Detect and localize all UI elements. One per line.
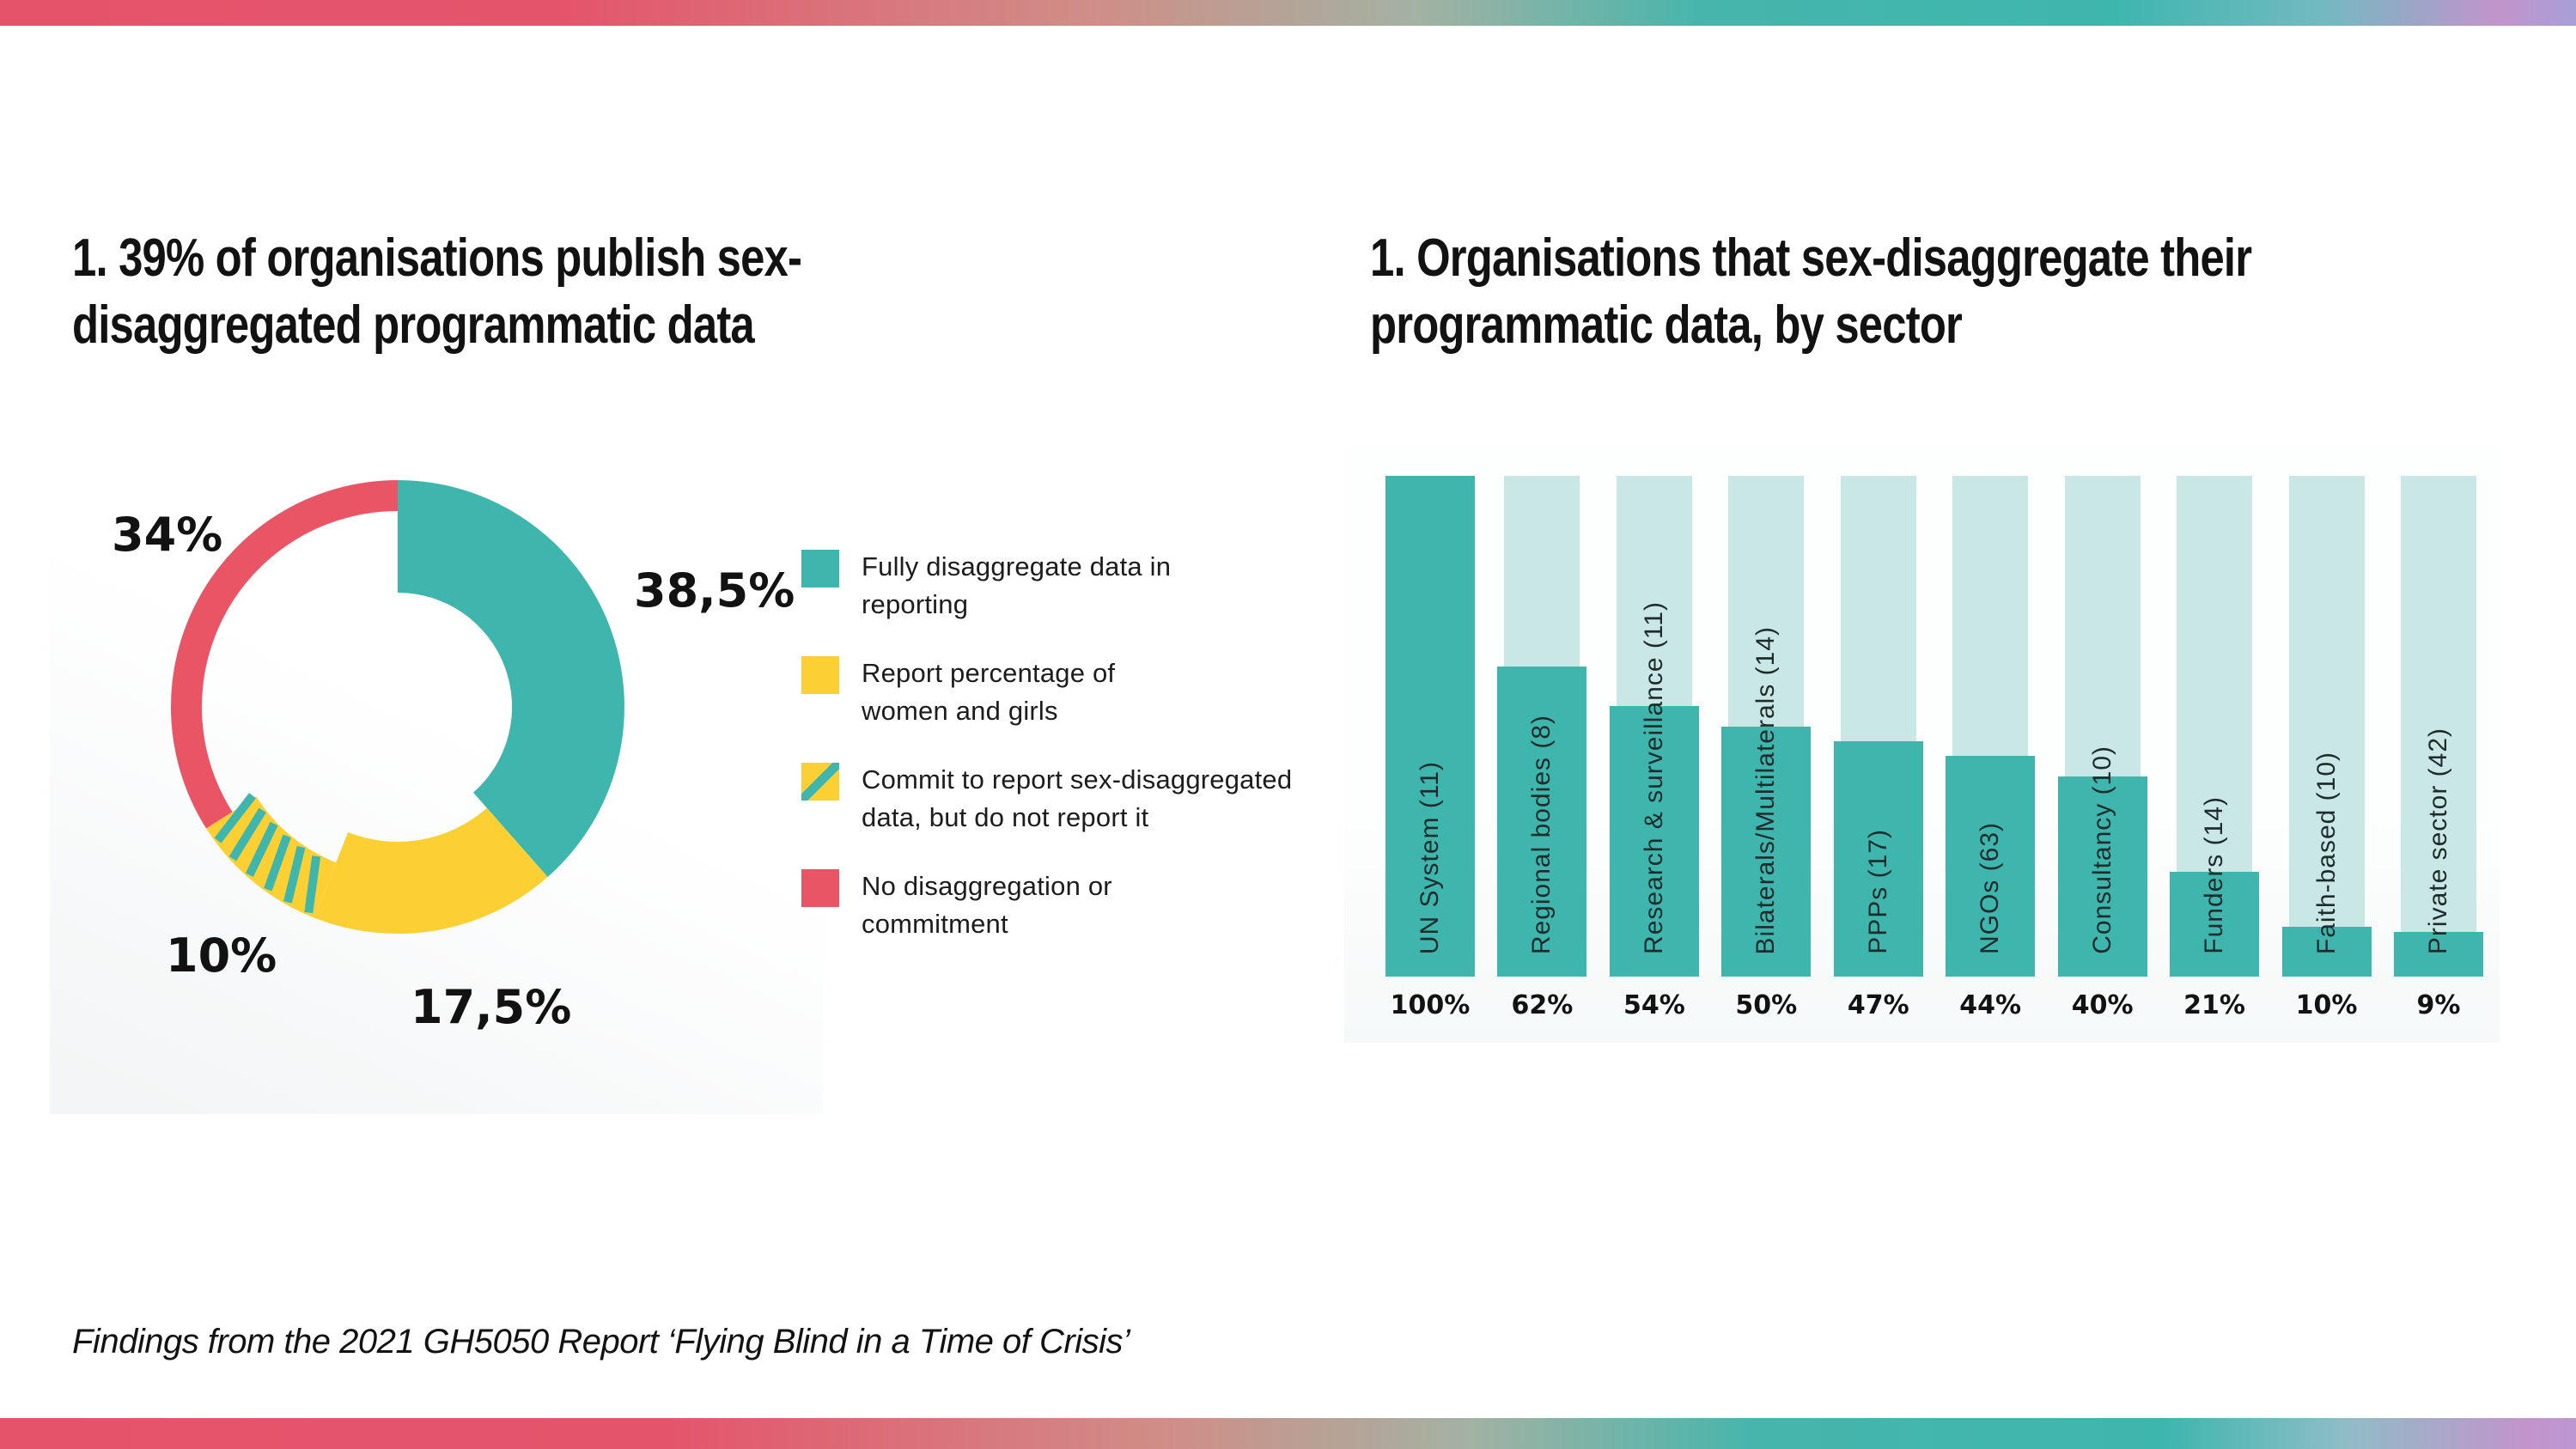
donut-title-line-2: disaggregated programmatic data — [72, 295, 755, 355]
bar-area: Bilaterals/Multilaterals (14) — [1721, 476, 1812, 977]
donut-slice — [170, 480, 399, 829]
bar-area: Faith-based (10) — [2281, 476, 2372, 977]
bar-category-label: PPPs (17) — [1863, 829, 1892, 954]
bar-column: Faith-based (10) 10% — [2281, 476, 2372, 1043]
bar-column: Research & surveillance (11) 54% — [1609, 476, 1699, 1043]
bar-area: Consultancy (10) — [2057, 476, 2147, 977]
legend-label-line: Fully disaggregate data in — [862, 551, 1172, 581]
bar-area: Regional bodies (8) — [1497, 476, 1587, 977]
bar-category-label: NGOs (63) — [1976, 821, 2005, 954]
donut-value-label-commit: 10% — [166, 928, 277, 983]
bar-column: Funders (14) 21% — [2170, 476, 2260, 1043]
donut-slice-stripe — [264, 834, 291, 892]
bar-value-label: 62% — [1511, 990, 1574, 1020]
legend-label-line: Report percentage of — [862, 658, 1116, 689]
bar-value-label: 10% — [2295, 990, 2358, 1020]
bar-value-label: 47% — [1847, 990, 1909, 1020]
bar-fill — [1833, 741, 1923, 977]
legend-label: No disaggregation or commitment — [862, 868, 1112, 943]
bar-chart: UN System (11) 100% Regional bodies (8) 62%… — [1385, 476, 2483, 1043]
bar-area: UN System (11) — [1385, 476, 1475, 977]
bar-value-label: 21% — [2183, 990, 2245, 1020]
legend-item: Report percentage of women and girls — [801, 654, 1292, 730]
bar-category-label: Private sector (42) — [2423, 727, 2452, 954]
bar-track — [2400, 476, 2476, 977]
legend-item: No disaggregation or commitment — [801, 868, 1292, 943]
legend-label: Report percentage of women and girls — [862, 654, 1115, 730]
donut-value-label-fully-disaggregate: 38,5% — [634, 563, 795, 618]
legend-label-line: commitment — [862, 909, 1008, 940]
legend-label-line: Commit to report sex-disaggregated — [862, 764, 1293, 795]
bar-area: PPPs (17) — [1833, 476, 1923, 977]
bar-value-label: 9% — [2416, 990, 2461, 1020]
legend-swatch — [801, 550, 839, 588]
bar-column: Regional bodies (8) 62% — [1497, 476, 1587, 1043]
bar-title-line-2: programmatic data, by sector — [1370, 295, 1963, 355]
bar-column: Private sector (42) 9% — [2393, 476, 2483, 1043]
bar-area: Private sector (42) — [2393, 476, 2483, 977]
donut-title-line-1: 1. 39% of organisations publish sex- — [72, 228, 802, 288]
bar-value-label: 100% — [1390, 990, 1471, 1020]
legend-item: Fully disaggregate data in reporting — [801, 548, 1292, 624]
bar-category-label: Research & surveillance (11) — [1639, 601, 1668, 954]
legend-label: Commit to report sex-disaggregated data, … — [862, 761, 1292, 837]
bar-fill — [1721, 726, 1812, 977]
donut-slice-stripe — [283, 845, 306, 904]
bar-value-label: 54% — [1623, 990, 1685, 1020]
bar-fill — [2281, 926, 2372, 977]
donut-slice-stripe — [214, 793, 256, 843]
bar-category-label: Faith-based (10) — [2311, 751, 2341, 954]
donut-value-label-no-disaggregation: 34% — [112, 508, 223, 562]
legend-label-line: women and girls — [862, 696, 1058, 727]
bar-column: Consultancy (10) 40% — [2057, 476, 2147, 1043]
bar-fill — [1497, 666, 1587, 977]
top-gradient-strip — [0, 0, 2576, 26]
bar-column: PPPs (17) 47% — [1833, 476, 1923, 1043]
bar-fill — [2057, 776, 2147, 977]
legend-label-line: data, but do not report it — [862, 802, 1149, 833]
donut-value-label-report-percentage: 17,5% — [411, 980, 572, 1034]
donut-slice — [206, 796, 337, 918]
legend-swatch — [801, 763, 839, 801]
donut-slice — [314, 807, 548, 935]
bar-fill — [1946, 756, 2036, 977]
bar-category-label: UN System (11) — [1416, 760, 1444, 954]
legend-item: Commit to report sex-disaggregated data, … — [801, 761, 1292, 837]
bar-fill — [1609, 706, 1699, 977]
bar-area: NGOs (63) — [1946, 476, 2036, 977]
legend-label: Fully disaggregate data in reporting — [862, 548, 1171, 624]
bar-category-label: Bilaterals/Multilaterals (14) — [1751, 625, 1781, 954]
bar-category-label: Funders (14) — [2200, 796, 2229, 954]
bar-fill — [2393, 931, 2483, 977]
bar-column: UN System (11) 100% — [1385, 476, 1475, 1043]
bar-fill — [1385, 476, 1475, 977]
bar-track — [2288, 476, 2365, 977]
source-note: Findings from the 2021 GH5050 Report ‘Fl… — [72, 1323, 1130, 1361]
bar-chart-title: 1. Organisations that sex-disaggregate t… — [1370, 225, 2252, 358]
donut-slice-stripe — [228, 807, 266, 861]
bar-value-label: 44% — [1959, 990, 2022, 1020]
legend-swatch — [801, 656, 839, 695]
donut-slice — [398, 480, 624, 877]
bar-value-label: 40% — [2071, 990, 2134, 1020]
bar-value-label: 50% — [1735, 990, 1798, 1020]
donut-slice-stripe — [304, 855, 321, 914]
bar-area: Research & surveillance (11) — [1609, 476, 1699, 977]
bar-column: NGOs (63) 44% — [1946, 476, 2036, 1043]
bar-title-line-1: 1. Organisations that sex-disaggregate t… — [1370, 228, 2252, 288]
legend-swatch — [801, 869, 839, 908]
bar-column: Bilaterals/Multilaterals (14) 50% — [1721, 476, 1812, 1043]
donut-chart — [170, 480, 624, 935]
bottom-gradient-strip — [0, 1418, 2576, 1449]
legend-label-line: reporting — [862, 589, 969, 620]
legend-label-line: No disaggregation or — [862, 871, 1112, 902]
bar-area: Funders (14) — [2170, 476, 2260, 977]
donut-slice-stripe — [245, 821, 278, 877]
bar-category-label: Regional bodies (8) — [1527, 714, 1556, 954]
donut-legend: Fully disaggregate data in reporting Repor… — [801, 548, 1292, 974]
bar-fill — [2170, 871, 2260, 977]
donut-chart-title: 1. 39% of organisations publish sex- dis… — [72, 225, 802, 358]
bar-category-label: Consultancy (10) — [2087, 746, 2116, 954]
